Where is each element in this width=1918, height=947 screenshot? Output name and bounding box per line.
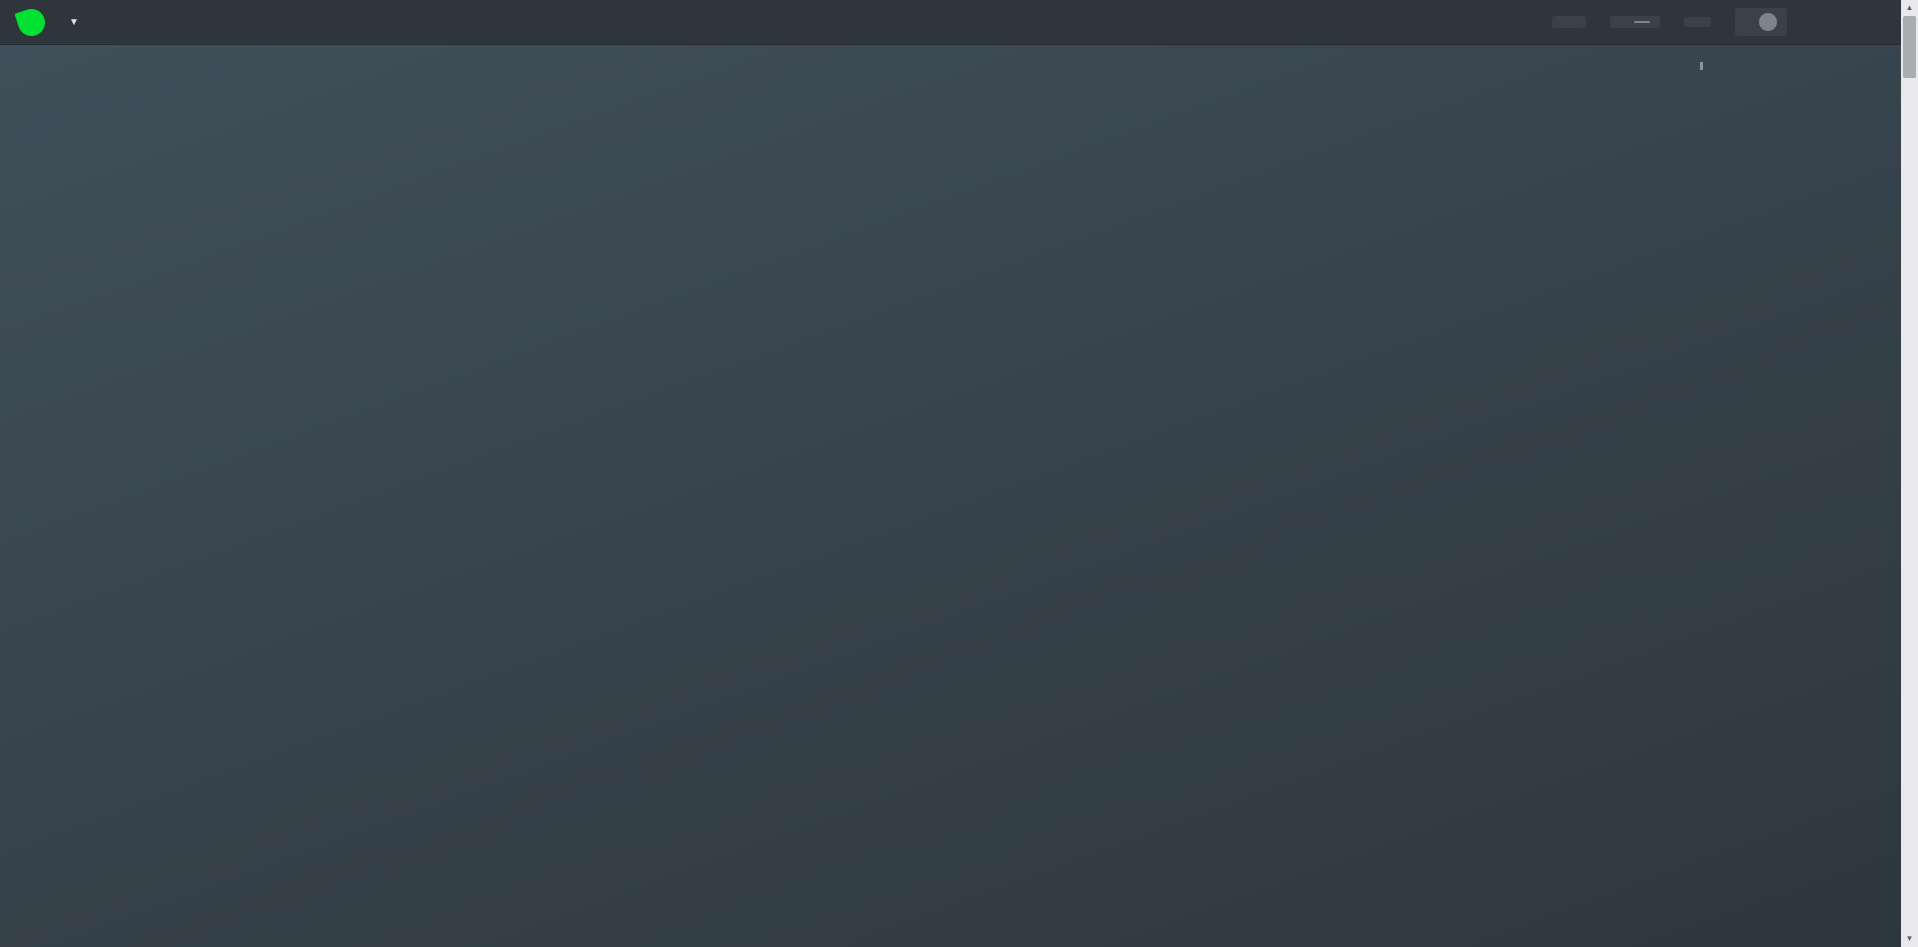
load-chart-legend bbox=[1520, 549, 1700, 654]
update-alert-badge bbox=[1759, 13, 1777, 31]
settings-button[interactable] bbox=[1684, 17, 1711, 27]
hostname-dropdown[interactable]: ▼ bbox=[61, 17, 79, 28]
scroll-down-arrow-icon[interactable]: ▼ bbox=[1905, 933, 1914, 943]
scroll-up-arrow-icon[interactable]: ▲ bbox=[1905, 2, 1914, 12]
load-chart[interactable] bbox=[20, 549, 1700, 654]
load-chart-yaxis bbox=[36, 549, 80, 654]
sidebar bbox=[1700, 44, 1901, 947]
netdata-logo[interactable] bbox=[14, 4, 49, 40]
scrollbar-thumb[interactable] bbox=[1903, 16, 1916, 78]
gauges-row bbox=[0, 66, 1700, 314]
cpu-chart[interactable] bbox=[20, 374, 1700, 535]
alarms-button[interactable] bbox=[1610, 16, 1660, 28]
cpu-chart-plot[interactable] bbox=[80, 374, 1520, 518]
cpu-chart-legend bbox=[1520, 374, 1700, 535]
update-button[interactable] bbox=[1735, 8, 1787, 36]
load-chart-xaxis bbox=[80, 637, 1520, 654]
load-chart-plot[interactable] bbox=[80, 549, 1520, 637]
alarms-count-badge bbox=[1634, 21, 1650, 23]
cpu-chart-xaxis bbox=[80, 518, 1520, 535]
page-scrollbar[interactable]: ▲ ▼ bbox=[1901, 0, 1918, 947]
sidebar-item-system-overview[interactable] bbox=[1700, 62, 1901, 70]
navbar: ▼ bbox=[0, 0, 1901, 45]
chevron-down-icon: ▼ bbox=[69, 16, 79, 28]
cpu-chart-yaxis bbox=[36, 374, 80, 535]
cpu-section-description bbox=[67, 328, 1687, 366]
nodes-button[interactable] bbox=[1552, 16, 1586, 28]
